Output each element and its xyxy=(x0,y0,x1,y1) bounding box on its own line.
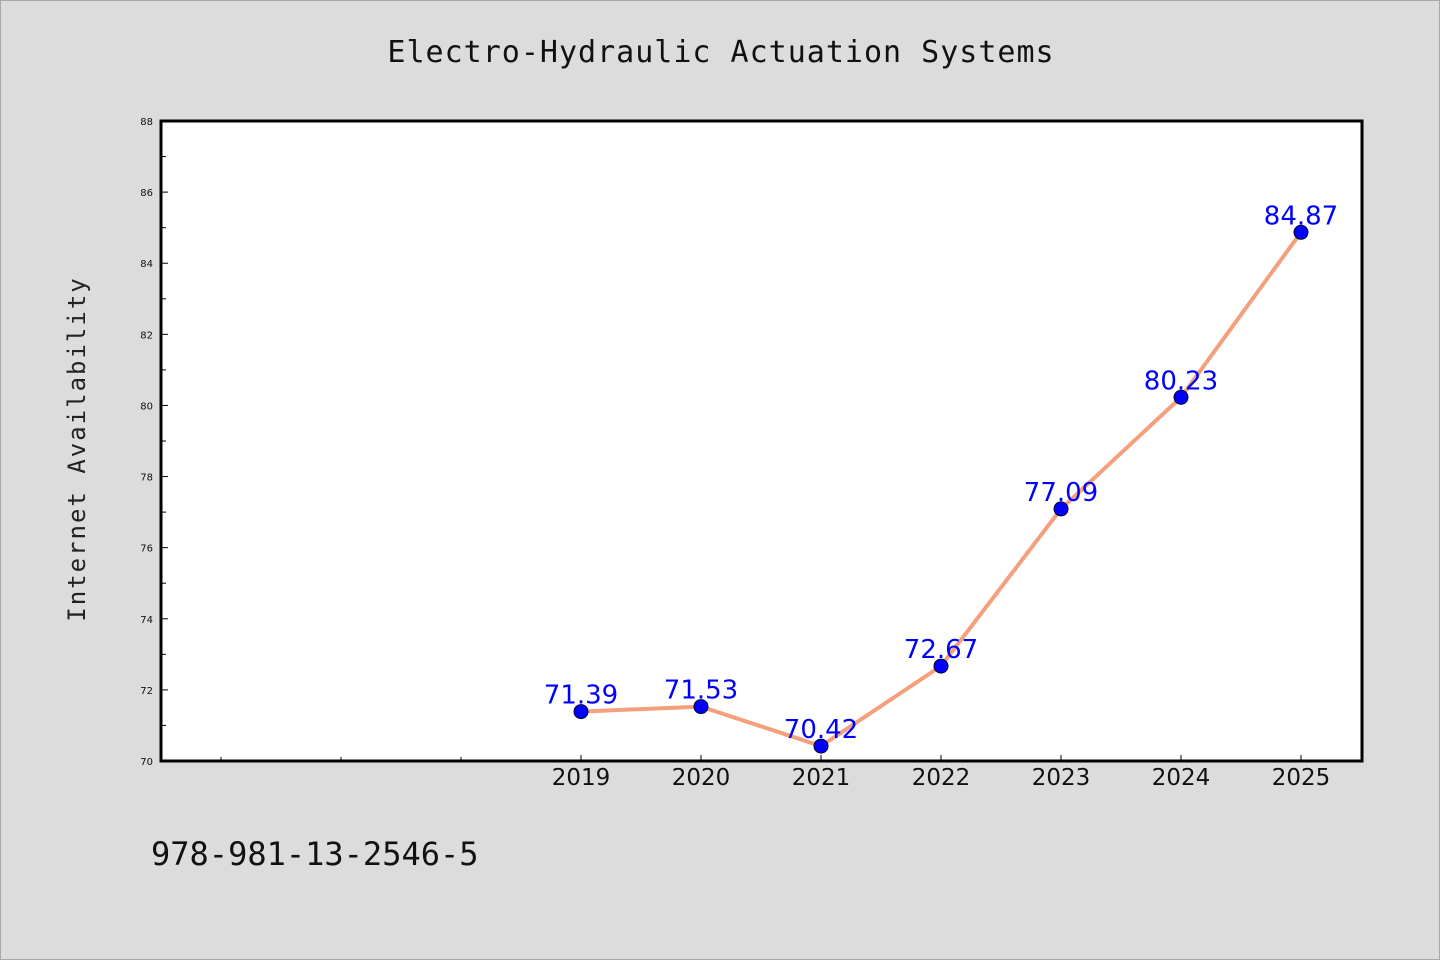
data-point xyxy=(1173,389,1189,405)
y-tick-label: 74 xyxy=(140,615,153,626)
y-tick-label: 84 xyxy=(140,259,153,270)
data-point xyxy=(573,704,589,720)
x-tick-label: 2020 xyxy=(672,765,731,791)
y-tick-label: 72 xyxy=(140,686,153,697)
x-tick-label: 2024 xyxy=(1152,765,1211,791)
data-label: 84.87 xyxy=(1264,201,1338,231)
footnote-isbn: 978-981-13-2546-5 xyxy=(151,835,479,873)
data-label: 71.53 xyxy=(664,676,738,706)
y-tick-label: 80 xyxy=(140,401,153,412)
data-label: 77.09 xyxy=(1024,478,1098,508)
data-label: 71.39 xyxy=(544,681,618,711)
x-tick-label: 2023 xyxy=(1032,765,1091,791)
y-tick-label: 78 xyxy=(140,473,153,484)
y-tick-label: 82 xyxy=(140,330,153,341)
x-tick-label: 2021 xyxy=(792,765,851,791)
data-label: 70.42 xyxy=(784,715,858,745)
data-point xyxy=(1293,224,1309,240)
chart-title: Electro-Hydraulic Actuation Systems xyxy=(387,35,1055,70)
data-point xyxy=(813,738,829,754)
y-tick-label: 88 xyxy=(140,117,153,128)
y-tick-label: 70 xyxy=(140,757,153,768)
data-label: 80.23 xyxy=(1144,366,1218,396)
data-label: 72.67 xyxy=(904,635,978,665)
y-tick-label: 76 xyxy=(140,544,153,555)
data-point xyxy=(693,699,709,715)
data-point xyxy=(933,658,949,674)
data-point xyxy=(1053,501,1069,517)
y-tick-label: 86 xyxy=(140,188,153,199)
x-tick-label: 2025 xyxy=(1272,765,1331,791)
plot-area xyxy=(159,119,1364,763)
x-tick-label: 2019 xyxy=(552,765,611,791)
x-tick-label: 2022 xyxy=(912,765,971,791)
